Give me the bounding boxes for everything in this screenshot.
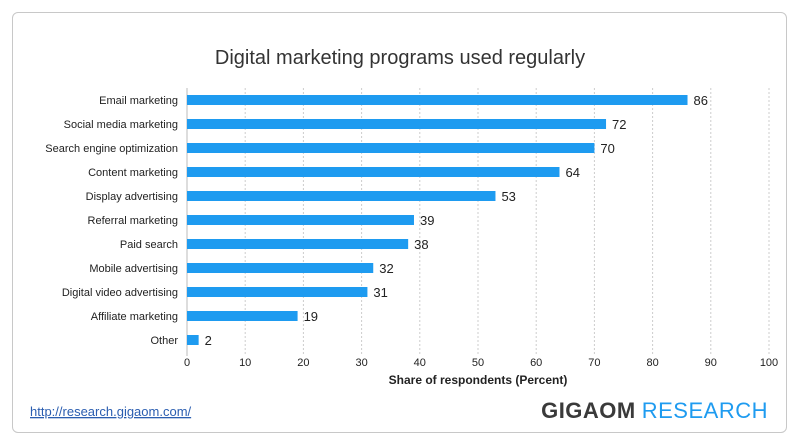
value-label: 39 (420, 213, 434, 228)
x-tick-label: 50 (472, 357, 484, 369)
x-tick-label: 40 (414, 357, 426, 369)
category-label: Search engine optimization (45, 143, 178, 155)
x-tick-label: 0 (184, 357, 190, 369)
category-labels: Email marketing Social media marketing Sea… (45, 95, 178, 347)
value-label: 86 (694, 93, 708, 108)
bar (187, 287, 368, 297)
category-label: Social media marketing (64, 119, 178, 131)
x-tick-label: 60 (530, 357, 542, 369)
category-label: Other (150, 335, 178, 347)
x-tick-label: 30 (355, 357, 367, 369)
value-label: 32 (379, 261, 393, 276)
x-tick-label: 90 (705, 357, 717, 369)
value-label: 70 (600, 141, 614, 156)
bar (187, 239, 409, 249)
bars (187, 95, 688, 345)
category-label: Content marketing (88, 167, 178, 179)
chart-title: Digital marketing programs used regularl… (215, 47, 585, 69)
brand-name: GIGAOM (541, 398, 636, 423)
x-tick-label: 70 (588, 357, 600, 369)
category-label: Mobile advertising (89, 263, 178, 275)
category-label: Display advertising (86, 191, 178, 203)
value-label: 31 (373, 285, 387, 300)
value-label: 2 (205, 333, 212, 348)
value-label: 38 (414, 237, 428, 252)
x-tick-label: 80 (646, 357, 658, 369)
bar (187, 167, 560, 177)
value-label: 19 (304, 309, 318, 324)
brand-suffix: RESEARCH (642, 398, 768, 423)
value-labels: 86 72 70 64 53 39 38 32 31 19 2 (205, 93, 708, 348)
bar (187, 143, 595, 153)
category-label: Paid search (120, 239, 178, 251)
value-label: 64 (565, 165, 579, 180)
bar (187, 215, 414, 225)
x-axis-title: Share of respondents (Percent) (389, 373, 568, 387)
source-link[interactable]: http://research.gigaom.com/ (30, 404, 192, 419)
x-axis-ticks: 0 10 20 30 40 50 60 70 80 90 100 (184, 357, 778, 369)
value-label: 53 (501, 189, 515, 204)
bar (187, 95, 688, 105)
x-tick-label: 10 (239, 357, 251, 369)
x-tick-label: 100 (760, 357, 778, 369)
brand-logo: GIGAOM RESEARCH (541, 398, 768, 423)
bar (187, 263, 374, 273)
category-label: Referral marketing (88, 215, 178, 227)
bar (187, 191, 496, 201)
category-label: Email marketing (99, 95, 178, 107)
value-label: 72 (612, 117, 626, 132)
category-label: Digital video advertising (62, 287, 178, 299)
bar (187, 335, 199, 345)
category-label: Affiliate marketing (91, 311, 178, 323)
bar (187, 119, 607, 129)
bar (187, 311, 298, 321)
x-tick-label: 20 (297, 357, 309, 369)
